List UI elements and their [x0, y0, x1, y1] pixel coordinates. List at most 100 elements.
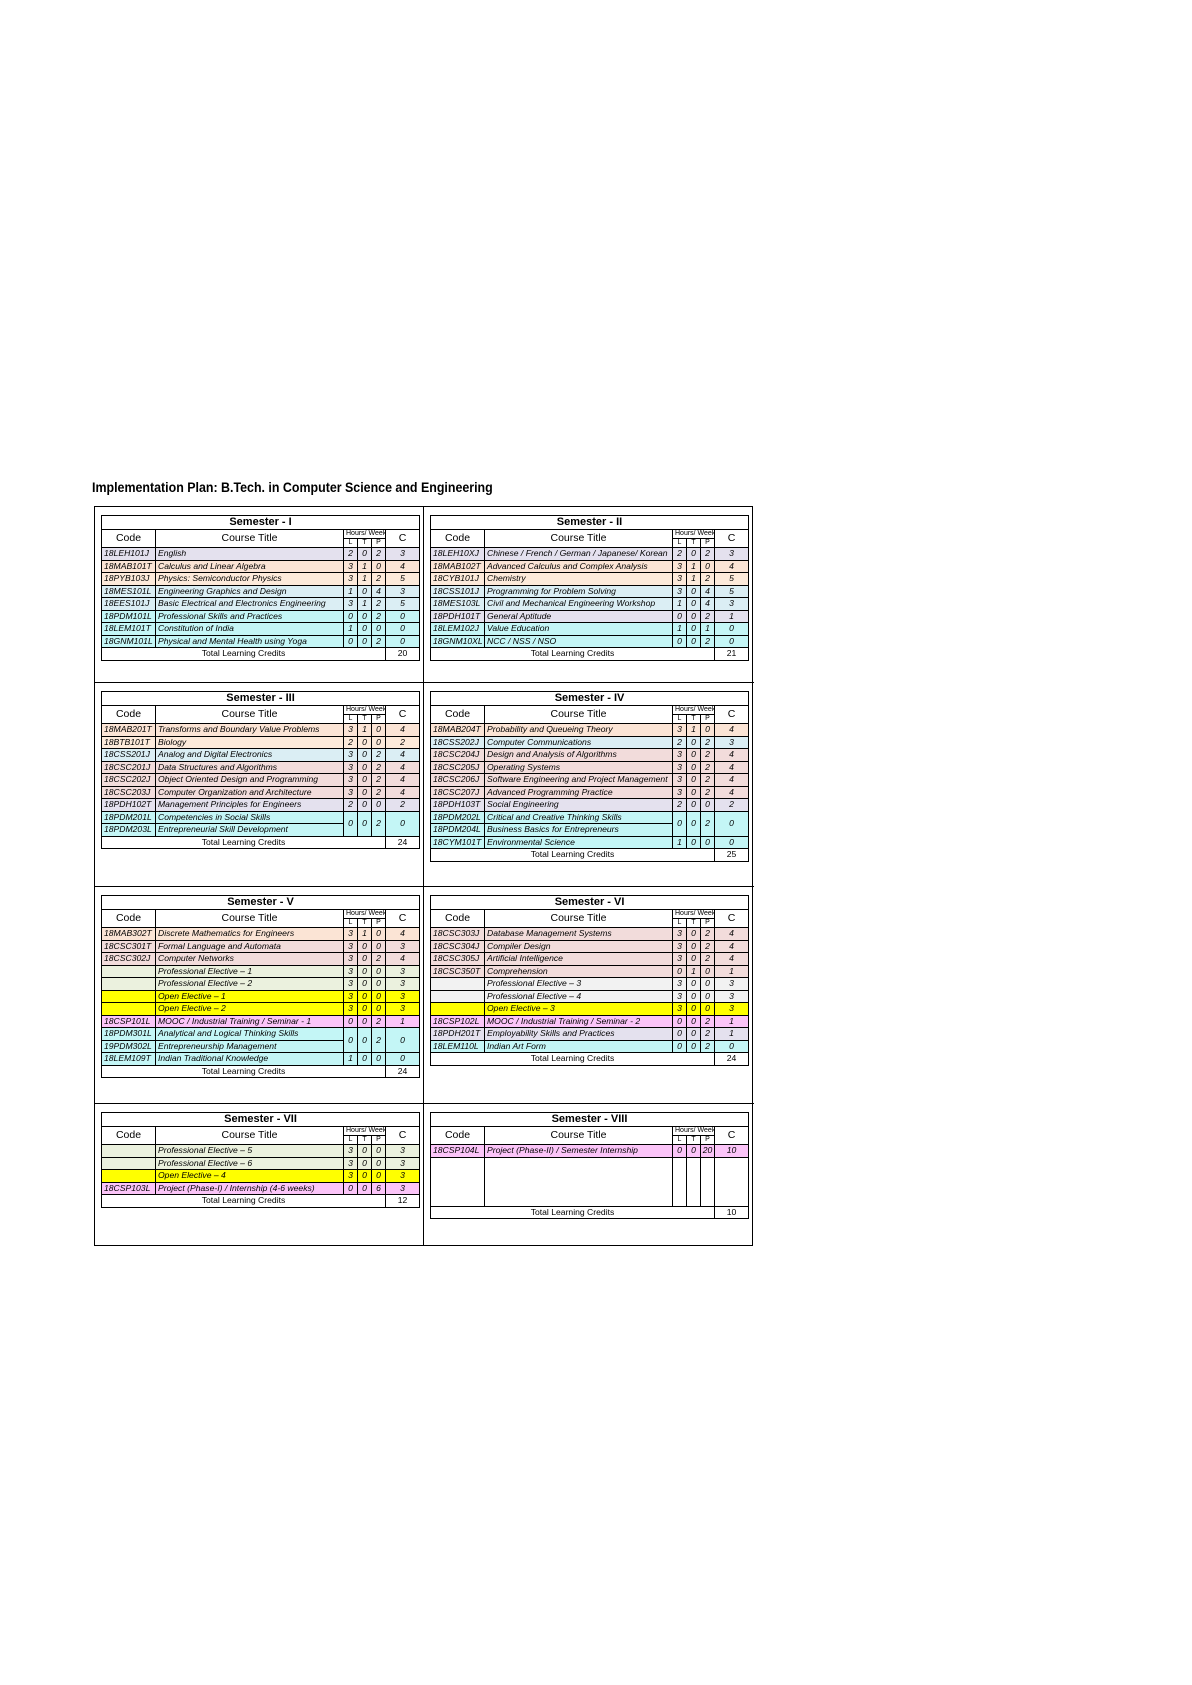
- col-t: T: [686, 714, 701, 724]
- course-row: 18LEM102J Value Education 1 0 1 0: [430, 622, 750, 636]
- hours-t: 0: [357, 735, 372, 749]
- hours-l: 0: [672, 1027, 687, 1041]
- hours-c: 0: [384, 622, 421, 636]
- hours-c: 0: [713, 810, 750, 837]
- hours-p: 2: [371, 547, 386, 561]
- course-code: 18MAB102T: [430, 559, 485, 573]
- course-title: MOOC / Industrial Training / Seminar - 2: [484, 1014, 673, 1028]
- hours-c: 0: [384, 634, 421, 648]
- course-row: 18PDH102T Management Principles for Engin…: [101, 798, 421, 812]
- col-credits: C: [713, 1126, 750, 1145]
- course-code: 18PDM301L: [101, 1027, 156, 1041]
- course-row: 18CSC350T Comprehension 0 1 0 1: [430, 964, 750, 978]
- blank-cell: [430, 1156, 485, 1207]
- hours-l: 2: [672, 798, 687, 812]
- course-row: 18LEH101J English 2 0 2 3: [101, 547, 421, 561]
- course-code: 18CSP103L: [101, 1181, 156, 1195]
- hours-t: 0: [357, 609, 372, 623]
- col-p: P: [700, 538, 715, 548]
- page-title: Implementation Plan: B.Tech. in Computer…: [92, 480, 493, 495]
- hours-t: 0: [357, 1002, 372, 1016]
- course-title: Physical and Mental Health using Yoga: [155, 634, 344, 648]
- hours-l: 0: [672, 1039, 687, 1053]
- hours-t: 0: [357, 1169, 372, 1183]
- hours-l: 0: [343, 1027, 358, 1053]
- course-title: MOOC / Industrial Training / Seminar - 1: [155, 1014, 344, 1028]
- course-code: 18PDM202L: [430, 810, 485, 824]
- course-row: 18CSC206J Software Engineering and Projec…: [430, 773, 750, 787]
- total-row: Total Learning Credits 10: [430, 1205, 750, 1219]
- hours-c: 3: [713, 547, 750, 561]
- hours-c: 4: [713, 559, 750, 573]
- course-title: Critical and Creative Thinking Skills: [484, 810, 673, 824]
- course-row: 18PDM201L Competencies in Social Skills 0 0…: [101, 810, 421, 837]
- course-title: Design and Analysis of Algorithms: [484, 748, 673, 762]
- col-hours: Hours/ Week: [343, 1126, 386, 1136]
- hours-c: 3: [384, 977, 421, 991]
- col-code: Code: [101, 529, 156, 548]
- total-label: Total Learning Credits: [430, 1052, 715, 1066]
- course-code: [430, 989, 485, 1003]
- hours-p: 2: [371, 760, 386, 774]
- hours-t: 0: [686, 927, 701, 941]
- course-code: 18LEM102J: [430, 622, 485, 636]
- hours-c: 0: [713, 835, 750, 849]
- hours-t: 0: [686, 609, 701, 623]
- hours-l: 3: [672, 572, 687, 586]
- hours-t: 0: [357, 634, 372, 648]
- course-row: 18CSC303J Database Management Systems 3 0 2 4: [430, 927, 750, 941]
- hours-t: 0: [357, 1052, 372, 1066]
- total-row: Total Learning Credits 12: [101, 1194, 421, 1208]
- hours-c: 1: [713, 1027, 750, 1041]
- course-row: 18CSC205J Operating Systems 3 0 2 4: [430, 760, 750, 774]
- course-title: Physics: Semiconductor Physics: [155, 572, 344, 586]
- hours-l: 2: [672, 547, 687, 561]
- course-row: 18BTB101T Biology 2 0 0 2: [101, 735, 421, 749]
- course-title: Comprehension: [484, 964, 673, 978]
- total-label: Total Learning Credits: [101, 1064, 386, 1078]
- course-row: 18CSP103L Project (Phase-I) / Internship …: [101, 1181, 421, 1195]
- hours-p: 0: [371, 927, 386, 941]
- semester-title: Semester - VI: [429, 895, 750, 910]
- hours-p: 2: [700, 572, 715, 586]
- total-label: Total Learning Credits: [430, 848, 715, 862]
- semester-title-row: Semester - IV: [429, 691, 750, 706]
- column-header-row: Code Course Title Hours/ Week C: [101, 529, 421, 548]
- course-code: 18CSC201J: [101, 760, 156, 774]
- hours-c: 5: [713, 572, 750, 586]
- course-title: Engineering Graphics and Design: [155, 584, 344, 598]
- hours-l: 0: [672, 964, 687, 978]
- column-header-row: Code Course Title Hours/ Week C: [101, 705, 421, 724]
- hours-c: 3: [713, 597, 750, 611]
- hours-p: 2: [371, 773, 386, 787]
- hours-p: 6: [371, 1181, 386, 1195]
- course-title: Social Engineering: [484, 798, 673, 812]
- hours-l: 3: [672, 977, 687, 991]
- course-row: 18LEM109T Indian Traditional Knowledge 1 0 0…: [101, 1052, 421, 1066]
- col-credits: C: [384, 1126, 421, 1145]
- col-t: T: [686, 918, 701, 928]
- hours-l: 1: [672, 835, 687, 849]
- hours-c: 4: [713, 952, 750, 966]
- col-t: T: [686, 538, 701, 548]
- hours-l: 3: [343, 559, 358, 573]
- course-code: 18LEM110L: [430, 1039, 485, 1053]
- hours-l: 1: [343, 584, 358, 598]
- hours-l: 3: [672, 760, 687, 774]
- hours-p: 0: [700, 964, 715, 978]
- course-title: Basic Electrical and Electronics Enginee…: [155, 597, 344, 611]
- semester-title: Semester - VIII: [429, 1112, 750, 1127]
- hours-p: 0: [700, 723, 715, 737]
- hours-t: 0: [686, 584, 701, 598]
- hours-t: 0: [686, 597, 701, 611]
- hours-l: 3: [343, 927, 358, 941]
- hours-l: 2: [343, 735, 358, 749]
- col-credits: C: [713, 909, 750, 928]
- course-title: Competencies in Social Skills: [155, 810, 344, 824]
- course-row: 18CSC304J Compiler Design 3 0 2 4: [430, 939, 750, 953]
- total-row: Total Learning Credits 21: [430, 647, 750, 661]
- course-code: 18LEM109T: [101, 1052, 156, 1066]
